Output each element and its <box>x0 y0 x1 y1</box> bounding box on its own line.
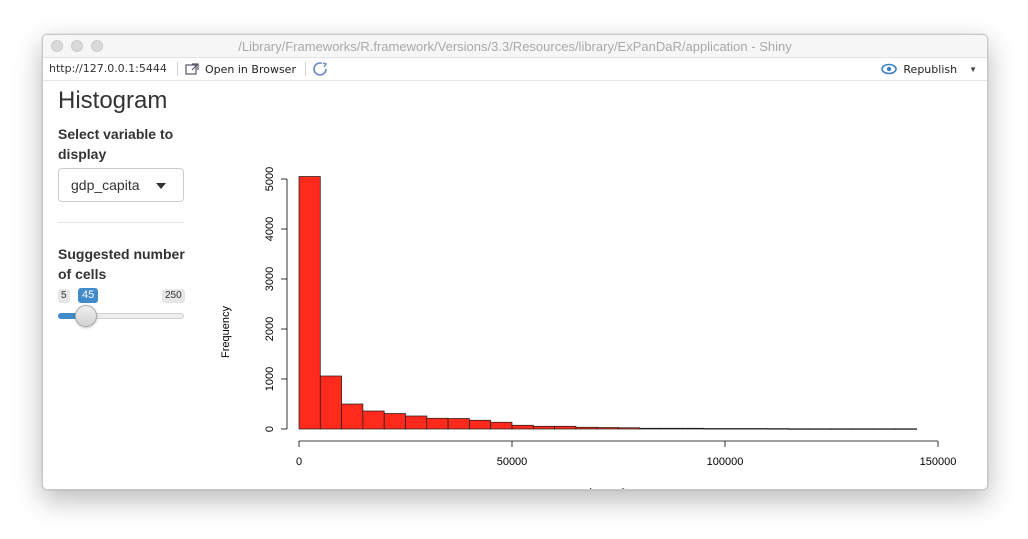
histogram-bar <box>660 427 683 430</box>
viewer-toolbar: http://127.0.0.1:5444 Open in Browser Re… <box>43 58 987 81</box>
histogram-bar <box>596 427 619 430</box>
histogram-bar <box>745 428 768 430</box>
refresh-icon[interactable] <box>311 60 329 78</box>
y-tick-label: 3000 <box>264 267 276 291</box>
histogram-bar <box>532 425 555 430</box>
histogram-bar <box>469 419 492 430</box>
minimize-window-button[interactable] <box>71 40 83 52</box>
app-window: /Library/Frameworks/R.framework/Versions… <box>42 34 988 490</box>
dropdown-arrow-icon <box>156 183 166 189</box>
x-axis: 0 50000 100000 150000 <box>296 440 957 468</box>
histogram-bar <box>873 428 896 430</box>
histogram-bar <box>831 428 854 430</box>
x-tick-label: 100000 <box>707 456 744 468</box>
variable-select-label-line2: display <box>58 146 107 162</box>
y-axis-label: Frequency <box>220 306 232 358</box>
republish-label: Republish <box>903 62 958 76</box>
histogram-bar <box>575 426 598 430</box>
title-bar: /Library/Frameworks/R.framework/Versions… <box>43 35 987 58</box>
histogram-bar <box>511 424 534 430</box>
cells-slider-label: Suggested number of cells <box>58 244 185 284</box>
histogram-bar <box>554 425 577 430</box>
slider-max-label: 250 <box>162 289 185 303</box>
histogram-plot: 0 1000 2000 3000 4000 5000 0 50000 100000 150000… <box>220 167 957 490</box>
shiny-app: Histogram Select variable to display gdp… <box>43 81 987 489</box>
histogram-bar <box>426 417 449 430</box>
slider-min-label: 5 <box>58 289 70 303</box>
x-tick-label: 150000 <box>920 456 957 468</box>
cells-slider-handle[interactable] <box>75 305 97 327</box>
y-axis: 0 1000 2000 3000 4000 5000 <box>264 167 288 432</box>
y-tick-label: 0 <box>264 426 276 432</box>
histogram-bar <box>852 428 875 430</box>
histogram-bar <box>341 403 364 430</box>
histogram-bar <box>639 427 662 430</box>
histogram-bar <box>490 421 513 430</box>
cells-slider-fill <box>58 313 86 319</box>
histogram-bar <box>618 427 641 430</box>
publish-icon <box>881 63 898 75</box>
divider <box>58 222 184 223</box>
republish-button[interactable]: Republish ▼ <box>881 60 977 78</box>
zoom-window-button[interactable] <box>91 40 103 52</box>
histogram-bar <box>383 413 406 430</box>
chevron-down-icon[interactable]: ▼ <box>969 64 977 74</box>
y-tick-label: 1000 <box>264 367 276 391</box>
histogram-bar <box>767 428 790 430</box>
histogram-bar <box>895 428 918 430</box>
histogram-bar <box>319 375 342 430</box>
histogram-bar <box>809 428 832 430</box>
variable-select-label: Select variable to display <box>58 124 173 164</box>
histogram-bar <box>298 176 321 430</box>
x-tick-label: 0 <box>296 456 302 468</box>
url-text: http://127.0.0.1:5444 <box>49 62 167 75</box>
histogram-bar <box>362 410 385 430</box>
page-title: Histogram <box>58 87 168 114</box>
cells-slider-label-line2: of cells <box>58 266 107 282</box>
histogram-bar <box>447 418 470 430</box>
variable-select-label-line1: Select variable to <box>58 126 174 142</box>
variable-select[interactable]: gdp_capita <box>58 168 184 202</box>
window-title: /Library/Frameworks/R.framework/Versions… <box>238 39 792 54</box>
y-tick-label: 4000 <box>264 217 276 241</box>
y-tick-label: 5000 <box>264 167 276 191</box>
histogram-bar <box>788 428 811 430</box>
open-in-browser-label: Open in Browser <box>205 62 296 76</box>
histogram-bars <box>298 176 918 430</box>
histogram-bar <box>724 428 747 430</box>
close-window-button[interactable] <box>51 40 63 52</box>
open-in-browser-button[interactable]: Open in Browser <box>185 60 296 78</box>
open-browser-icon <box>185 62 199 75</box>
variable-select-value: gdp_capita <box>71 177 140 193</box>
toolbar-divider <box>177 62 178 76</box>
histogram-bar <box>703 428 726 430</box>
histogram-bar <box>682 427 705 430</box>
y-tick-label: 2000 <box>264 317 276 341</box>
x-tick-label: 50000 <box>497 456 528 468</box>
histogram-bar <box>405 415 428 430</box>
toolbar-divider <box>305 62 306 76</box>
slider-value-badge: 45 <box>78 288 99 303</box>
x-axis-label: gdp_capita <box>580 487 635 490</box>
cells-slider-label-line1: Suggested number <box>58 246 185 262</box>
